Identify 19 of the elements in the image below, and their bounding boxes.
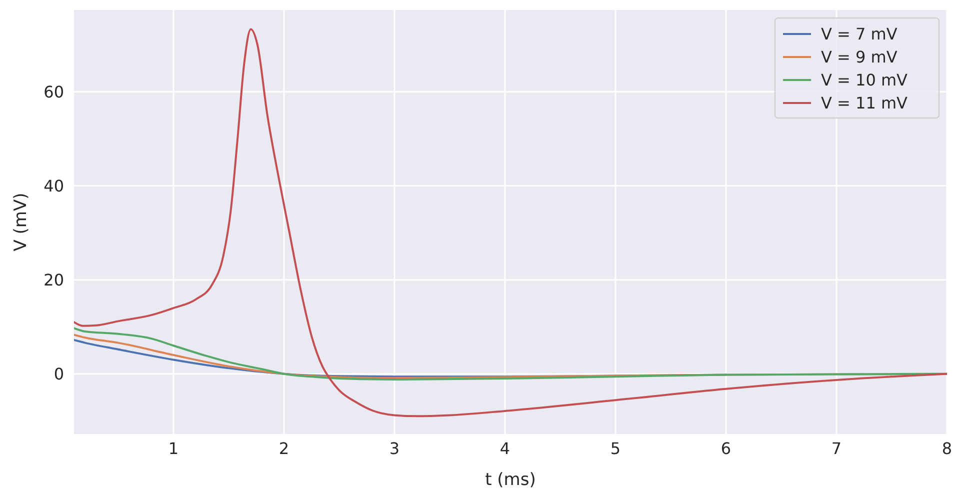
x-tick-label: 4 [500, 439, 510, 458]
y-axis-title: V (mV) [11, 192, 31, 252]
y-tick-label: 60 [44, 82, 64, 102]
x-tick-label: 3 [389, 439, 400, 458]
line-series [74, 28, 947, 418]
x-tick-label: 1 [168, 439, 179, 458]
x-axis-title: t (ms) [485, 470, 536, 490]
legend-label: V = 9 mV [821, 48, 898, 66]
x-tick-label: 7 [831, 439, 842, 458]
y-tick-label: 20 [44, 270, 64, 290]
y-tick-label: 0 [54, 364, 64, 384]
x-tick-label: 6 [720, 439, 732, 458]
x-tick-label: 8 [942, 439, 952, 458]
x-tick-label: 5 [610, 439, 621, 458]
y-tick-label: 40 [44, 176, 64, 196]
legend-label: V = 11 mV [821, 94, 908, 112]
legend-label: V = 10 mV [821, 70, 908, 90]
legend-label: V = 7 mV [821, 24, 898, 44]
x-tick-label: 2 [278, 439, 290, 458]
